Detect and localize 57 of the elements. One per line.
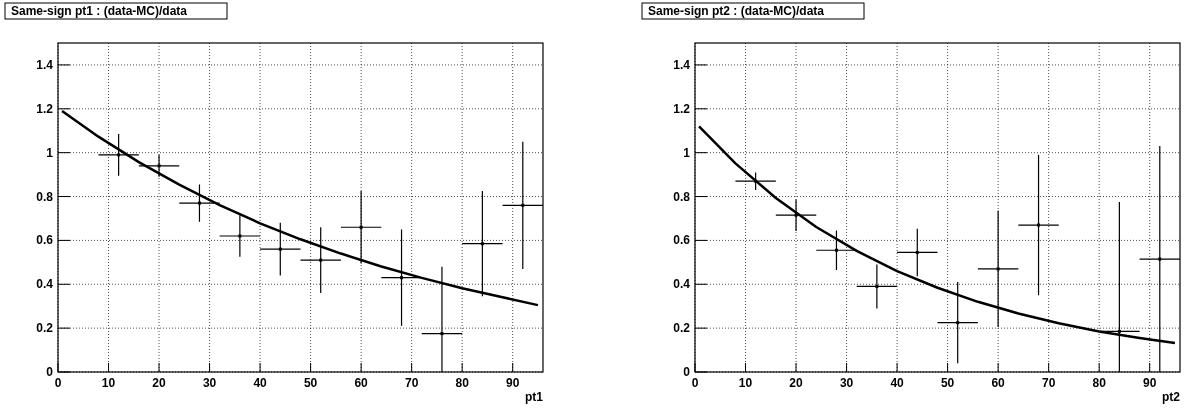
x-tick-label: 30 (202, 376, 217, 390)
x-tick-label: 80 (455, 376, 470, 390)
point (996, 267, 1000, 271)
y-tick-label: 1.2 (36, 101, 54, 116)
point (834, 248, 838, 252)
point (875, 284, 879, 288)
x-tick-label: 40 (253, 376, 268, 390)
x-tick-label: 40 (890, 376, 905, 390)
x-axis-title: pt1 (525, 390, 544, 404)
y-tick-label: 0.8 (36, 189, 54, 204)
y-tick-label: 0.8 (673, 189, 691, 204)
x-tick-label: 60 (991, 376, 1006, 390)
x-tick-label: 90 (506, 376, 520, 390)
point (956, 321, 960, 325)
y-tick-label: 1.4 (36, 57, 54, 72)
y-tick-label: 0 (683, 365, 691, 379)
point (278, 247, 282, 251)
point (915, 250, 919, 254)
y-tick-label: 0.6 (36, 233, 54, 248)
y-tick-label: 1 (46, 145, 54, 160)
y-tick-label: 0.2 (673, 321, 691, 336)
x-tick-label: 50 (940, 376, 955, 390)
x-axis-title: pt2 (1162, 390, 1181, 404)
point (238, 234, 242, 238)
y-tick-label: 1.4 (673, 57, 691, 72)
x-tick-label: 10 (738, 376, 753, 390)
x-tick-label: 10 (101, 376, 116, 390)
chart-title: Same-sign pt1 : (data-MC)/data (11, 4, 188, 18)
x-tick-label: 50 (303, 376, 318, 390)
point (319, 258, 323, 262)
point (440, 332, 444, 336)
x-tick-label: 30 (839, 376, 854, 390)
y-tick-label: 1.2 (673, 101, 691, 116)
point (1158, 257, 1162, 261)
x-tick-label: 60 (354, 376, 369, 390)
point (117, 153, 121, 157)
y-tick-label: 0.4 (36, 277, 54, 292)
x-tick-label: 20 (789, 376, 804, 390)
y-tick-label: 0 (46, 365, 54, 379)
y-tick-label: 0.2 (36, 321, 54, 336)
y-tick-label: 0.4 (673, 277, 691, 292)
x-tick-label: 70 (404, 376, 419, 390)
x-tick-label: 70 (1041, 376, 1056, 390)
point (197, 201, 201, 205)
x-tick-label: 20 (152, 376, 167, 390)
chart-title: Same-sign pt2 : (data-MC)/data (648, 4, 825, 18)
point (521, 203, 525, 207)
point (480, 242, 484, 246)
y-tick-label: 1 (683, 145, 691, 160)
point (400, 276, 404, 280)
y-tick-label: 0.6 (673, 233, 691, 248)
point (1117, 329, 1121, 333)
point (1037, 223, 1041, 227)
x-tick-label: 80 (1092, 376, 1107, 390)
point (157, 164, 161, 168)
x-tick-label: 90 (1143, 376, 1157, 390)
point (359, 225, 363, 229)
